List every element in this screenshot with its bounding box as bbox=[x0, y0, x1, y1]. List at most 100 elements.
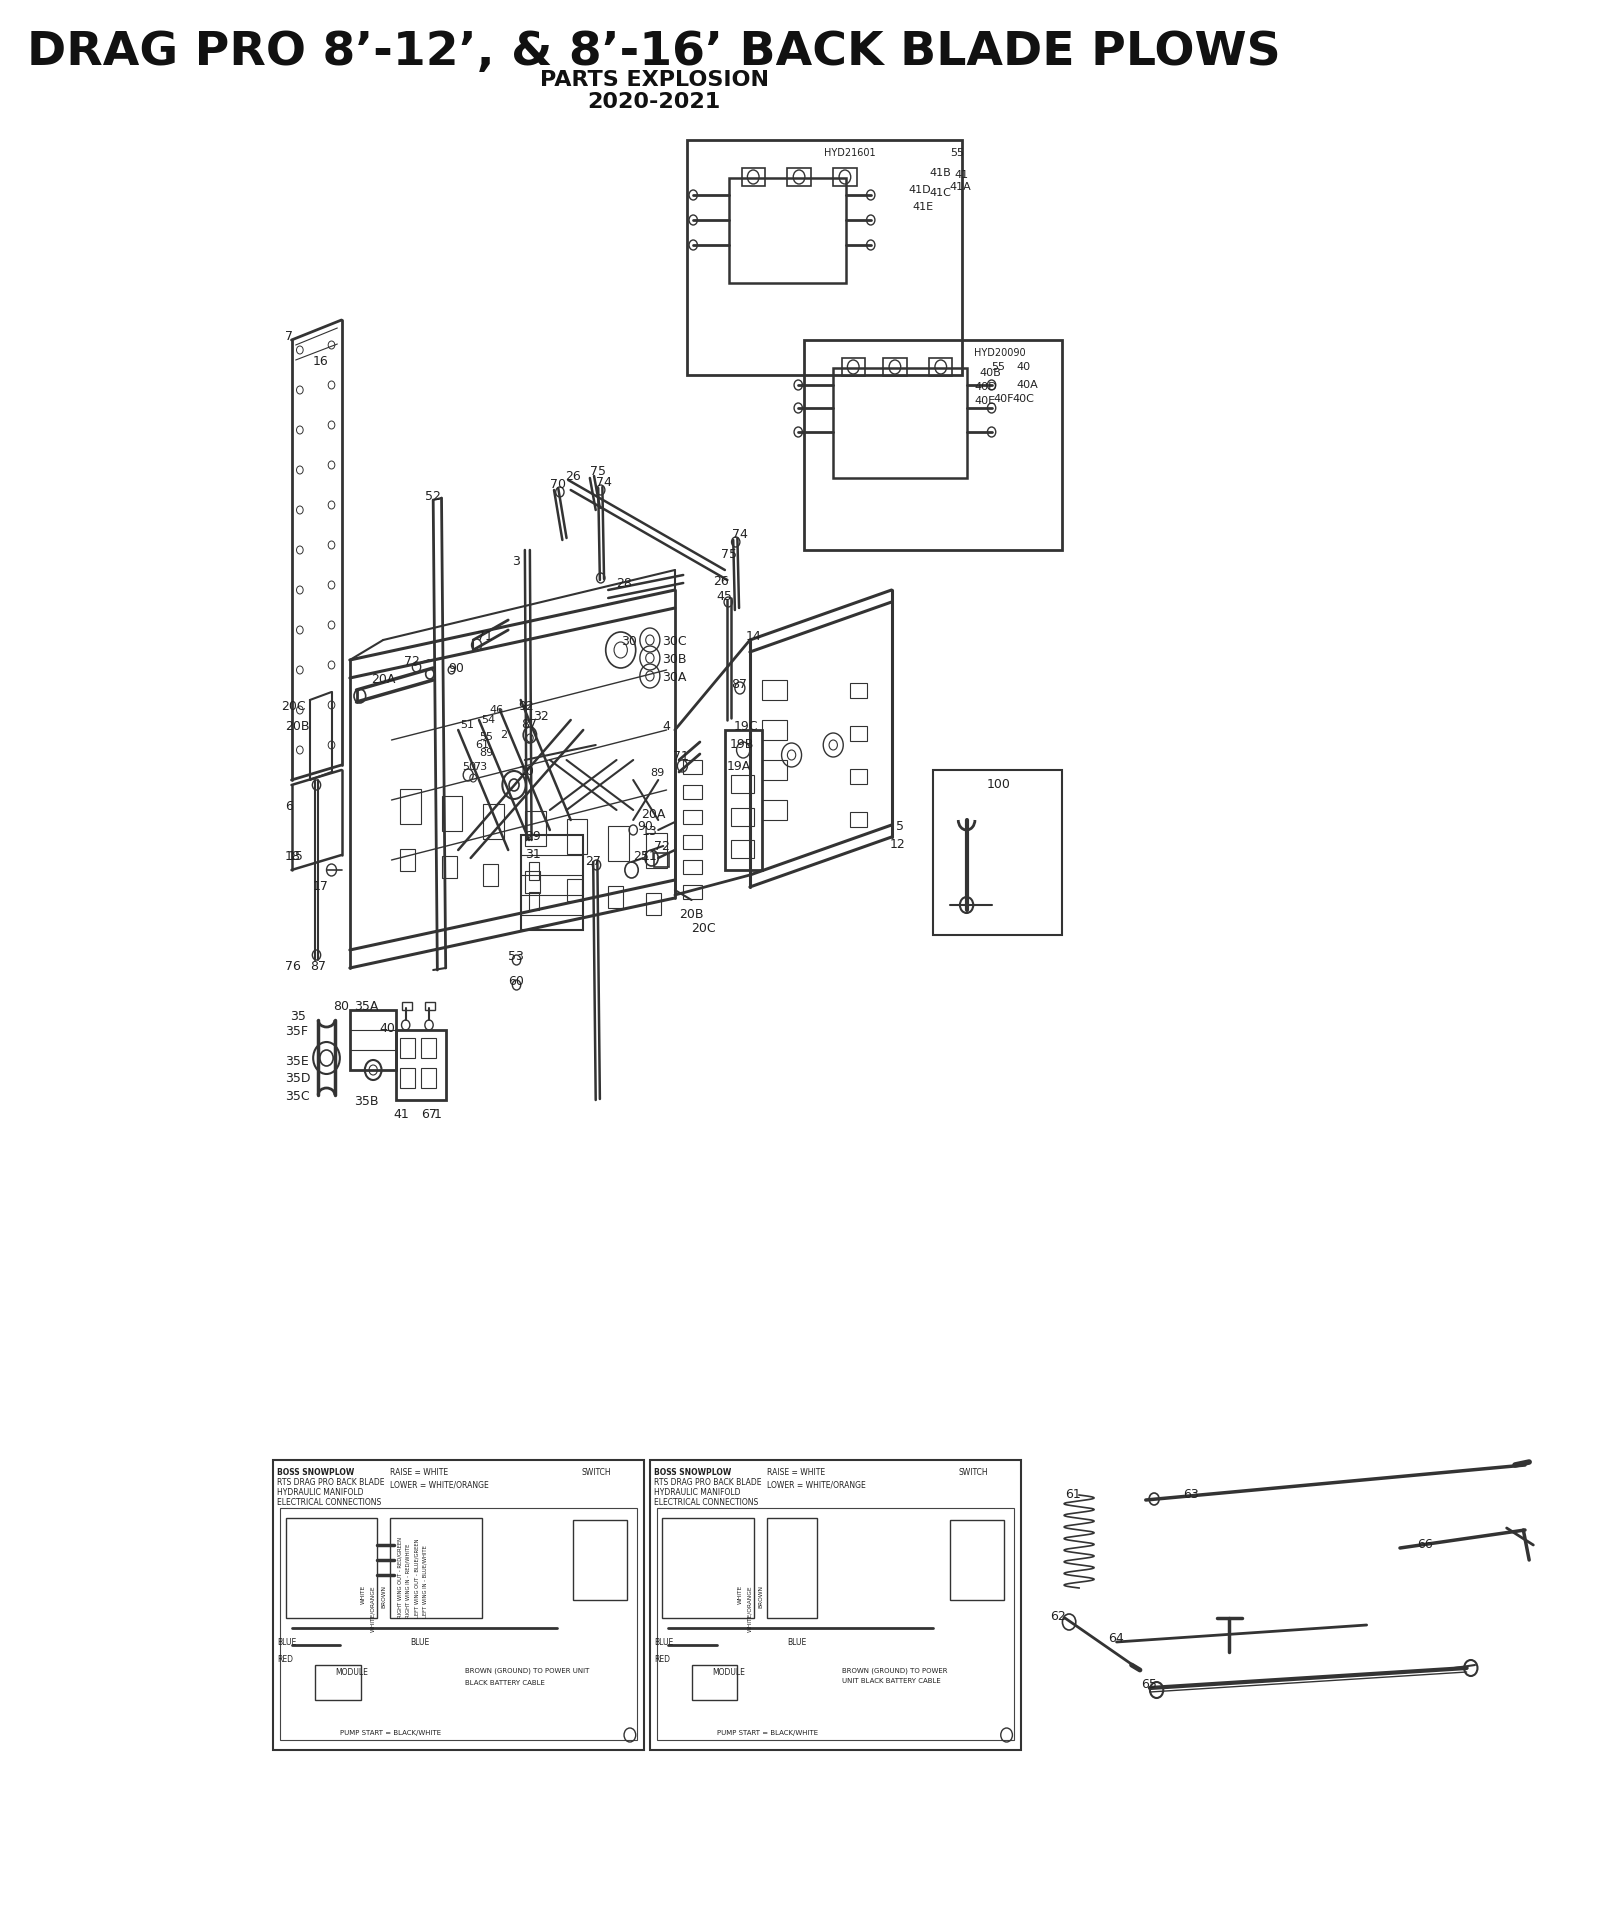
Text: 30: 30 bbox=[621, 636, 637, 649]
Text: 87: 87 bbox=[731, 678, 747, 691]
Text: 10: 10 bbox=[518, 764, 534, 778]
Text: HYDRAULIC MANIFOLD: HYDRAULIC MANIFOLD bbox=[277, 1488, 363, 1498]
Text: MODULE: MODULE bbox=[336, 1668, 368, 1676]
Bar bbox=[654, 852, 669, 868]
Text: 6: 6 bbox=[285, 801, 293, 812]
Bar bbox=[402, 1002, 411, 1010]
Text: 35C: 35C bbox=[285, 1091, 309, 1102]
Bar bbox=[646, 833, 667, 868]
Text: 67: 67 bbox=[421, 1108, 437, 1121]
Text: 55: 55 bbox=[992, 363, 1005, 372]
Bar bbox=[442, 856, 456, 877]
Text: HYDRAULIC MANIFOLD: HYDRAULIC MANIFOLD bbox=[654, 1488, 741, 1498]
Text: 72: 72 bbox=[654, 841, 670, 852]
Bar bbox=[683, 860, 701, 874]
Text: BOSS SNOWPLOW: BOSS SNOWPLOW bbox=[654, 1469, 731, 1476]
Bar bbox=[725, 730, 762, 870]
Text: 75: 75 bbox=[720, 547, 736, 561]
Text: LOWER = WHITE/ORANGE: LOWER = WHITE/ORANGE bbox=[766, 1480, 866, 1490]
Bar bbox=[426, 1002, 435, 1010]
Bar bbox=[315, 1665, 360, 1699]
Text: ELECTRICAL CONNECTIONS: ELECTRICAL CONNECTIONS bbox=[654, 1498, 758, 1507]
Text: 40A: 40A bbox=[1016, 380, 1038, 390]
Text: 11: 11 bbox=[642, 851, 658, 862]
Text: 41B: 41B bbox=[930, 169, 950, 179]
Text: BLACK BATTERY CABLE: BLACK BATTERY CABLE bbox=[466, 1680, 544, 1686]
Text: 60: 60 bbox=[509, 975, 525, 989]
Text: 40D: 40D bbox=[974, 382, 997, 392]
Text: 30A: 30A bbox=[662, 670, 686, 684]
Bar bbox=[842, 357, 866, 376]
Bar bbox=[520, 835, 584, 929]
Text: 31: 31 bbox=[525, 849, 541, 860]
Bar bbox=[662, 1519, 754, 1619]
Bar bbox=[573, 1521, 627, 1599]
Text: 45: 45 bbox=[717, 589, 733, 603]
Text: 40C: 40C bbox=[1013, 394, 1034, 403]
Bar bbox=[421, 1039, 435, 1058]
Bar bbox=[741, 169, 765, 186]
Bar bbox=[731, 808, 754, 826]
Text: 75: 75 bbox=[590, 465, 606, 478]
Text: 41: 41 bbox=[954, 171, 968, 180]
Bar bbox=[683, 885, 701, 899]
Text: RIGHT WING OUT - RED/GREEN: RIGHT WING OUT - RED/GREEN bbox=[397, 1538, 402, 1619]
Text: RTS DRAG PRO BACK BLADE: RTS DRAG PRO BACK BLADE bbox=[654, 1478, 762, 1486]
Bar bbox=[656, 1507, 1014, 1740]
Text: WHITE: WHITE bbox=[738, 1586, 742, 1605]
Text: 2: 2 bbox=[499, 730, 507, 739]
Bar bbox=[530, 893, 539, 910]
Bar bbox=[731, 776, 754, 793]
Text: 40B: 40B bbox=[979, 369, 1002, 378]
Text: 20A: 20A bbox=[371, 674, 395, 685]
Text: WHITE/ORANGE: WHITE/ORANGE bbox=[371, 1586, 376, 1632]
Bar bbox=[834, 369, 966, 478]
Bar bbox=[350, 1010, 395, 1069]
Text: 41C: 41C bbox=[930, 188, 950, 198]
Bar bbox=[883, 357, 907, 376]
Bar bbox=[683, 785, 701, 799]
Bar bbox=[650, 1459, 1021, 1749]
Text: 65: 65 bbox=[1142, 1678, 1157, 1692]
Bar bbox=[762, 801, 787, 820]
Text: 71: 71 bbox=[477, 630, 493, 643]
Text: 35E: 35E bbox=[285, 1054, 309, 1068]
Bar bbox=[390, 1519, 482, 1619]
Bar bbox=[608, 826, 629, 860]
Text: 35B: 35B bbox=[354, 1094, 379, 1108]
Text: 26: 26 bbox=[565, 470, 581, 484]
Text: SWITCH: SWITCH bbox=[958, 1469, 987, 1476]
Text: BLUE: BLUE bbox=[277, 1638, 296, 1647]
Text: BLUE: BLUE bbox=[411, 1638, 430, 1647]
Text: 100: 100 bbox=[986, 778, 1010, 791]
Text: BROWN: BROWN bbox=[758, 1586, 763, 1609]
Text: 15: 15 bbox=[288, 851, 304, 862]
Text: BROWN: BROWN bbox=[381, 1586, 387, 1609]
Text: HYD20090: HYD20090 bbox=[974, 348, 1026, 357]
Text: 55: 55 bbox=[478, 732, 493, 741]
Bar bbox=[805, 340, 1062, 549]
Text: 89: 89 bbox=[650, 768, 664, 778]
Text: LEFT WING IN - BLUE/WHITE: LEFT WING IN - BLUE/WHITE bbox=[422, 1546, 427, 1619]
Text: 40E: 40E bbox=[974, 396, 997, 405]
Text: PUMP START = BLACK/WHITE: PUMP START = BLACK/WHITE bbox=[717, 1730, 818, 1736]
Text: RAISE = WHITE: RAISE = WHITE bbox=[766, 1469, 824, 1476]
Text: 1: 1 bbox=[434, 1108, 442, 1121]
Text: 19A: 19A bbox=[726, 760, 750, 774]
Bar bbox=[525, 810, 546, 847]
Text: LOWER = WHITE/ORANGE: LOWER = WHITE/ORANGE bbox=[390, 1480, 488, 1490]
Bar bbox=[850, 684, 867, 699]
Text: BLUE: BLUE bbox=[787, 1638, 806, 1647]
Text: 29: 29 bbox=[525, 829, 541, 843]
Text: 12: 12 bbox=[890, 837, 906, 851]
Text: 70: 70 bbox=[550, 478, 566, 492]
Text: MODULE: MODULE bbox=[712, 1668, 746, 1676]
Text: 41A: 41A bbox=[950, 182, 971, 192]
Bar bbox=[850, 726, 867, 741]
Text: 41: 41 bbox=[394, 1108, 410, 1121]
Text: 26: 26 bbox=[714, 574, 730, 588]
Text: 90: 90 bbox=[637, 820, 653, 833]
Bar bbox=[933, 770, 1062, 935]
Text: 55: 55 bbox=[950, 148, 963, 157]
Bar bbox=[566, 879, 581, 900]
